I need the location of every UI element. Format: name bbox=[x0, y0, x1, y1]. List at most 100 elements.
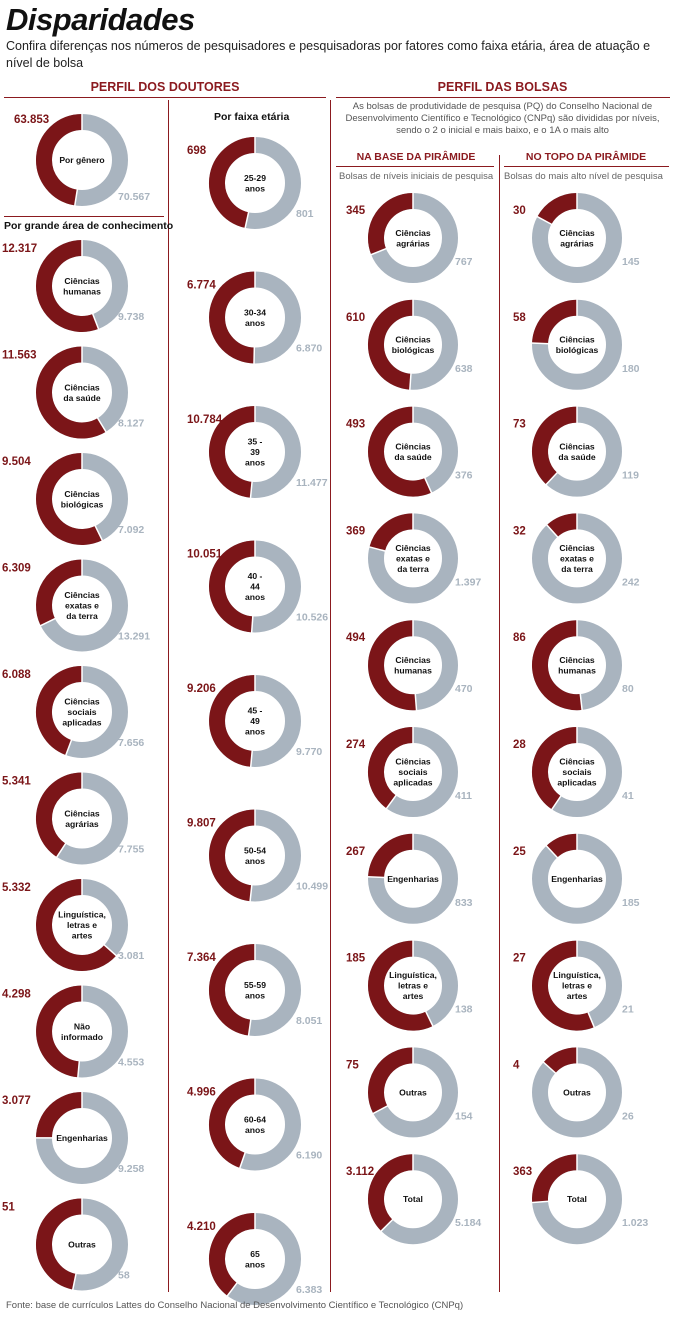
donut-idade-5-men-value: 10.499 bbox=[296, 881, 328, 893]
donut-idade-7-men-value: 6.190 bbox=[296, 1150, 322, 1162]
donut-base-8-women-value: 75 bbox=[346, 1059, 359, 1071]
donut-base-6-separator bbox=[367, 875, 386, 879]
donut-area-6-women-value: 5.332 bbox=[2, 882, 31, 894]
donut-base-4-separator bbox=[414, 693, 418, 712]
donut-idade-3-label: 40 -44 anos bbox=[245, 571, 265, 602]
donut-base-0: Ciências agrárias 345 767 bbox=[346, 192, 473, 283]
donut-area-9-women-arc bbox=[36, 1198, 83, 1290]
donut-base-9-label: Total bbox=[403, 1194, 423, 1204]
donut-area-2-women-value: 9.504 bbox=[2, 456, 31, 468]
donut-topo-1-label: Ciências biológicas bbox=[556, 335, 599, 356]
donut-area-1-separator bbox=[96, 416, 108, 434]
donut-idade-4-women-value: 9.206 bbox=[187, 683, 216, 695]
base-caption: Bolsas de níveis iniciais de pesquisa bbox=[339, 171, 494, 182]
divider-left bbox=[168, 100, 169, 1292]
donut-base-3-label: Ciências exatas e da terra bbox=[395, 543, 431, 574]
base-group-rule bbox=[336, 166, 494, 167]
donut-idade-4-women-arc bbox=[209, 675, 256, 767]
donut-topo-3-label: Ciências exatas e da terra bbox=[559, 543, 595, 574]
donut-base-8-men-value: 154 bbox=[455, 1110, 473, 1122]
donut-idade-8: 65 anos 4.210 6.383 bbox=[187, 1212, 322, 1305]
donut-area-5: Ciências agrárias 5.341 7.755 bbox=[2, 771, 144, 865]
donut-topo-1-separator bbox=[531, 342, 550, 345]
donut-idade-0-women-arc bbox=[209, 137, 256, 228]
donut-area-2-label: Ciências biológicas bbox=[61, 489, 104, 510]
donut-topo-1-women-arc bbox=[532, 299, 578, 345]
donut-idade-4: 45 -49 anos 9.206 9.770 bbox=[187, 674, 322, 768]
donut-area-9-separator bbox=[71, 1272, 77, 1291]
bolsas-note: As bolsas de produtividade de pesquisa (… bbox=[345, 101, 660, 136]
donut-base-9-women-arc bbox=[368, 1154, 414, 1232]
donut-base-8-women-arc bbox=[368, 1047, 414, 1114]
donut-base-7-women-value: 185 bbox=[346, 953, 366, 965]
donut-topo-2: Ciências da saúde 73 119 bbox=[513, 405, 639, 497]
donut-genero-0-men-value: 70.567 bbox=[118, 191, 150, 203]
donut-area-0-label: Ciências humanas bbox=[63, 276, 101, 297]
donut-genero-0: Por gênero 63.853 70.567 bbox=[14, 113, 150, 207]
donut-area-7: Não informado 4.298 4.553 bbox=[2, 984, 144, 1079]
donut-area-7-women-arc bbox=[36, 985, 83, 1078]
donut-base-1-women-value: 610 bbox=[346, 312, 365, 324]
donut-idade-5: 50-54 anos 9.807 10.499 bbox=[187, 808, 328, 903]
donut-topo-3-men-value: 242 bbox=[622, 576, 640, 588]
donut-idade-6-label: 55-59 anos bbox=[244, 980, 266, 1001]
donut-area-6-women-arc bbox=[36, 879, 117, 971]
donut-area-6-men-value: 3.081 bbox=[118, 950, 144, 962]
donut-base-2-women-arc bbox=[368, 406, 432, 497]
donut-base-0-separator bbox=[369, 247, 388, 256]
donut-idade-0: 25-29 anos 698 801 bbox=[187, 136, 314, 230]
donut-base-2: Ciências da saúde 493 376 bbox=[346, 405, 473, 497]
donut-base-7-separator bbox=[424, 1010, 434, 1028]
donut-base-1-label: Ciências biológicas bbox=[392, 335, 435, 356]
donut-topo-2-separator bbox=[545, 471, 559, 486]
donut-base-9-men-value: 5.184 bbox=[455, 1217, 481, 1229]
donut-topo-2-women-value: 73 bbox=[513, 419, 526, 431]
donut-base-3-women-value: 369 bbox=[346, 525, 365, 537]
donut-base-5-label: Ciências sociais aplicadas bbox=[393, 757, 432, 788]
donut-area-5-women-value: 5.341 bbox=[2, 776, 31, 788]
donut-idade-8-label: 65 anos bbox=[245, 1249, 265, 1270]
donut-topo-5-label: Ciências sociais aplicadas bbox=[557, 757, 596, 788]
donut-idade-1: 30-34 anos 6.774 6.870 bbox=[187, 270, 322, 365]
donut-base-0-label: Ciências agrárias bbox=[395, 228, 431, 249]
donut-topo-3: Ciências exatas e da terra 32 242 bbox=[513, 512, 640, 604]
donut-topo-5-separator bbox=[550, 794, 563, 811]
donut-topo-4-women-arc bbox=[532, 620, 583, 711]
donut-topo-7-women-arc bbox=[532, 940, 595, 1031]
donut-base-8-label: Outras bbox=[399, 1087, 427, 1097]
donut-topo-9: Total 363 1.023 bbox=[513, 1153, 648, 1245]
donut-base-0-men-value: 767 bbox=[455, 256, 473, 268]
donut-area-0-women-value: 12.317 bbox=[2, 243, 37, 255]
donut-area-9-men-value: 58 bbox=[118, 1270, 130, 1282]
donut-idade-6-women-value: 7.364 bbox=[187, 952, 216, 964]
donut-topo-4-men-value: 80 bbox=[622, 683, 634, 695]
donut-area-5-men-value: 7.755 bbox=[118, 844, 144, 856]
donut-base-2-separator bbox=[423, 476, 433, 494]
donut-area-8-label: Engenharias bbox=[56, 1133, 108, 1143]
topo-group-title: NO TOPO DA PIRÂMIDE bbox=[525, 151, 647, 163]
donut-idade-0-men-value: 801 bbox=[296, 208, 314, 220]
page-title: Disparidades bbox=[6, 2, 195, 37]
divider-right bbox=[499, 155, 500, 1292]
donut-idade-3-men-value: 10.526 bbox=[296, 612, 328, 624]
donut-base-5-separator bbox=[385, 794, 398, 810]
donut-base-1-men-value: 638 bbox=[455, 363, 473, 375]
donut-idade-2-separator bbox=[249, 480, 253, 499]
donut-base-7-women-arc bbox=[368, 940, 433, 1031]
donut-idade-3-women-value: 10.051 bbox=[187, 549, 223, 561]
donut-area-1-label: Ciências da saúde bbox=[63, 382, 100, 403]
donut-base-0-women-value: 345 bbox=[346, 205, 366, 217]
donut-topo-0-men-value: 145 bbox=[622, 256, 640, 268]
donut-idade-7-separator bbox=[238, 1151, 247, 1170]
donut-base-2-men-value: 376 bbox=[455, 470, 473, 482]
donut-base-4-women-arc bbox=[368, 620, 417, 711]
donut-topo-6-women-arc bbox=[546, 833, 578, 858]
donut-topo-8-label: Outras bbox=[563, 1087, 591, 1097]
donut-area-3-separator bbox=[39, 617, 57, 627]
donut-area-2: Ciências biológicas 9.504 7.092 bbox=[2, 452, 144, 545]
donut-genero-0-women-arc bbox=[36, 114, 83, 206]
source-note: Fonte: base de currículos Lattes do Cons… bbox=[6, 1300, 464, 1311]
donut-idade-7-women-arc bbox=[209, 1078, 256, 1168]
donut-idade-1-women-arc bbox=[209, 271, 256, 364]
donut-topo-2-men-value: 119 bbox=[622, 470, 639, 482]
